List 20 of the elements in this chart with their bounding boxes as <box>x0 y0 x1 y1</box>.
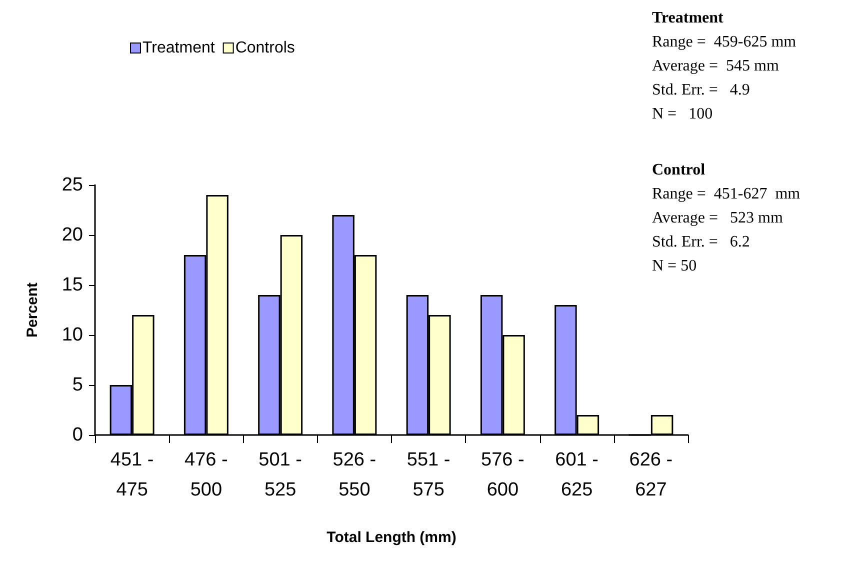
x-tick-label: 526 - 550 <box>332 450 376 500</box>
y-tick-label: 20 <box>62 224 83 246</box>
y-tick-label: 25 <box>62 174 83 196</box>
y-tick-label: 5 <box>72 374 83 396</box>
x-tick-label: 626 - 627 <box>629 450 673 500</box>
x-tick-label: 476 - 500 <box>184 450 228 500</box>
x-tick-label: 451 - 475 <box>110 450 154 500</box>
x-tick-label: 501 - 525 <box>258 450 302 500</box>
y-tick-label: 15 <box>62 274 83 296</box>
legend-label: Treatment <box>142 40 216 56</box>
text: Treatment Range = 459-625 mm Average = 545 mm Std. Err. = 4.9 N = 100 <box>652 10 797 122</box>
x-tick-label: 601 - 625 <box>555 450 598 500</box>
x-tick-label: 551 - 575 <box>406 450 450 500</box>
x-tick-label: 576 - 600 <box>481 450 524 500</box>
x-axis-title: Total Length (mm) <box>326 529 456 546</box>
y-tick-label: 10 <box>62 324 83 346</box>
y-axis-title: Percent <box>24 282 41 338</box>
annotation: Control Range = 451-627 mm Average = 523 mm Std. Err. = 6.2 N = 50 <box>652 162 801 274</box>
y-tick-label: 0 <box>72 424 83 446</box>
legend-label: Controls <box>235 40 295 56</box>
